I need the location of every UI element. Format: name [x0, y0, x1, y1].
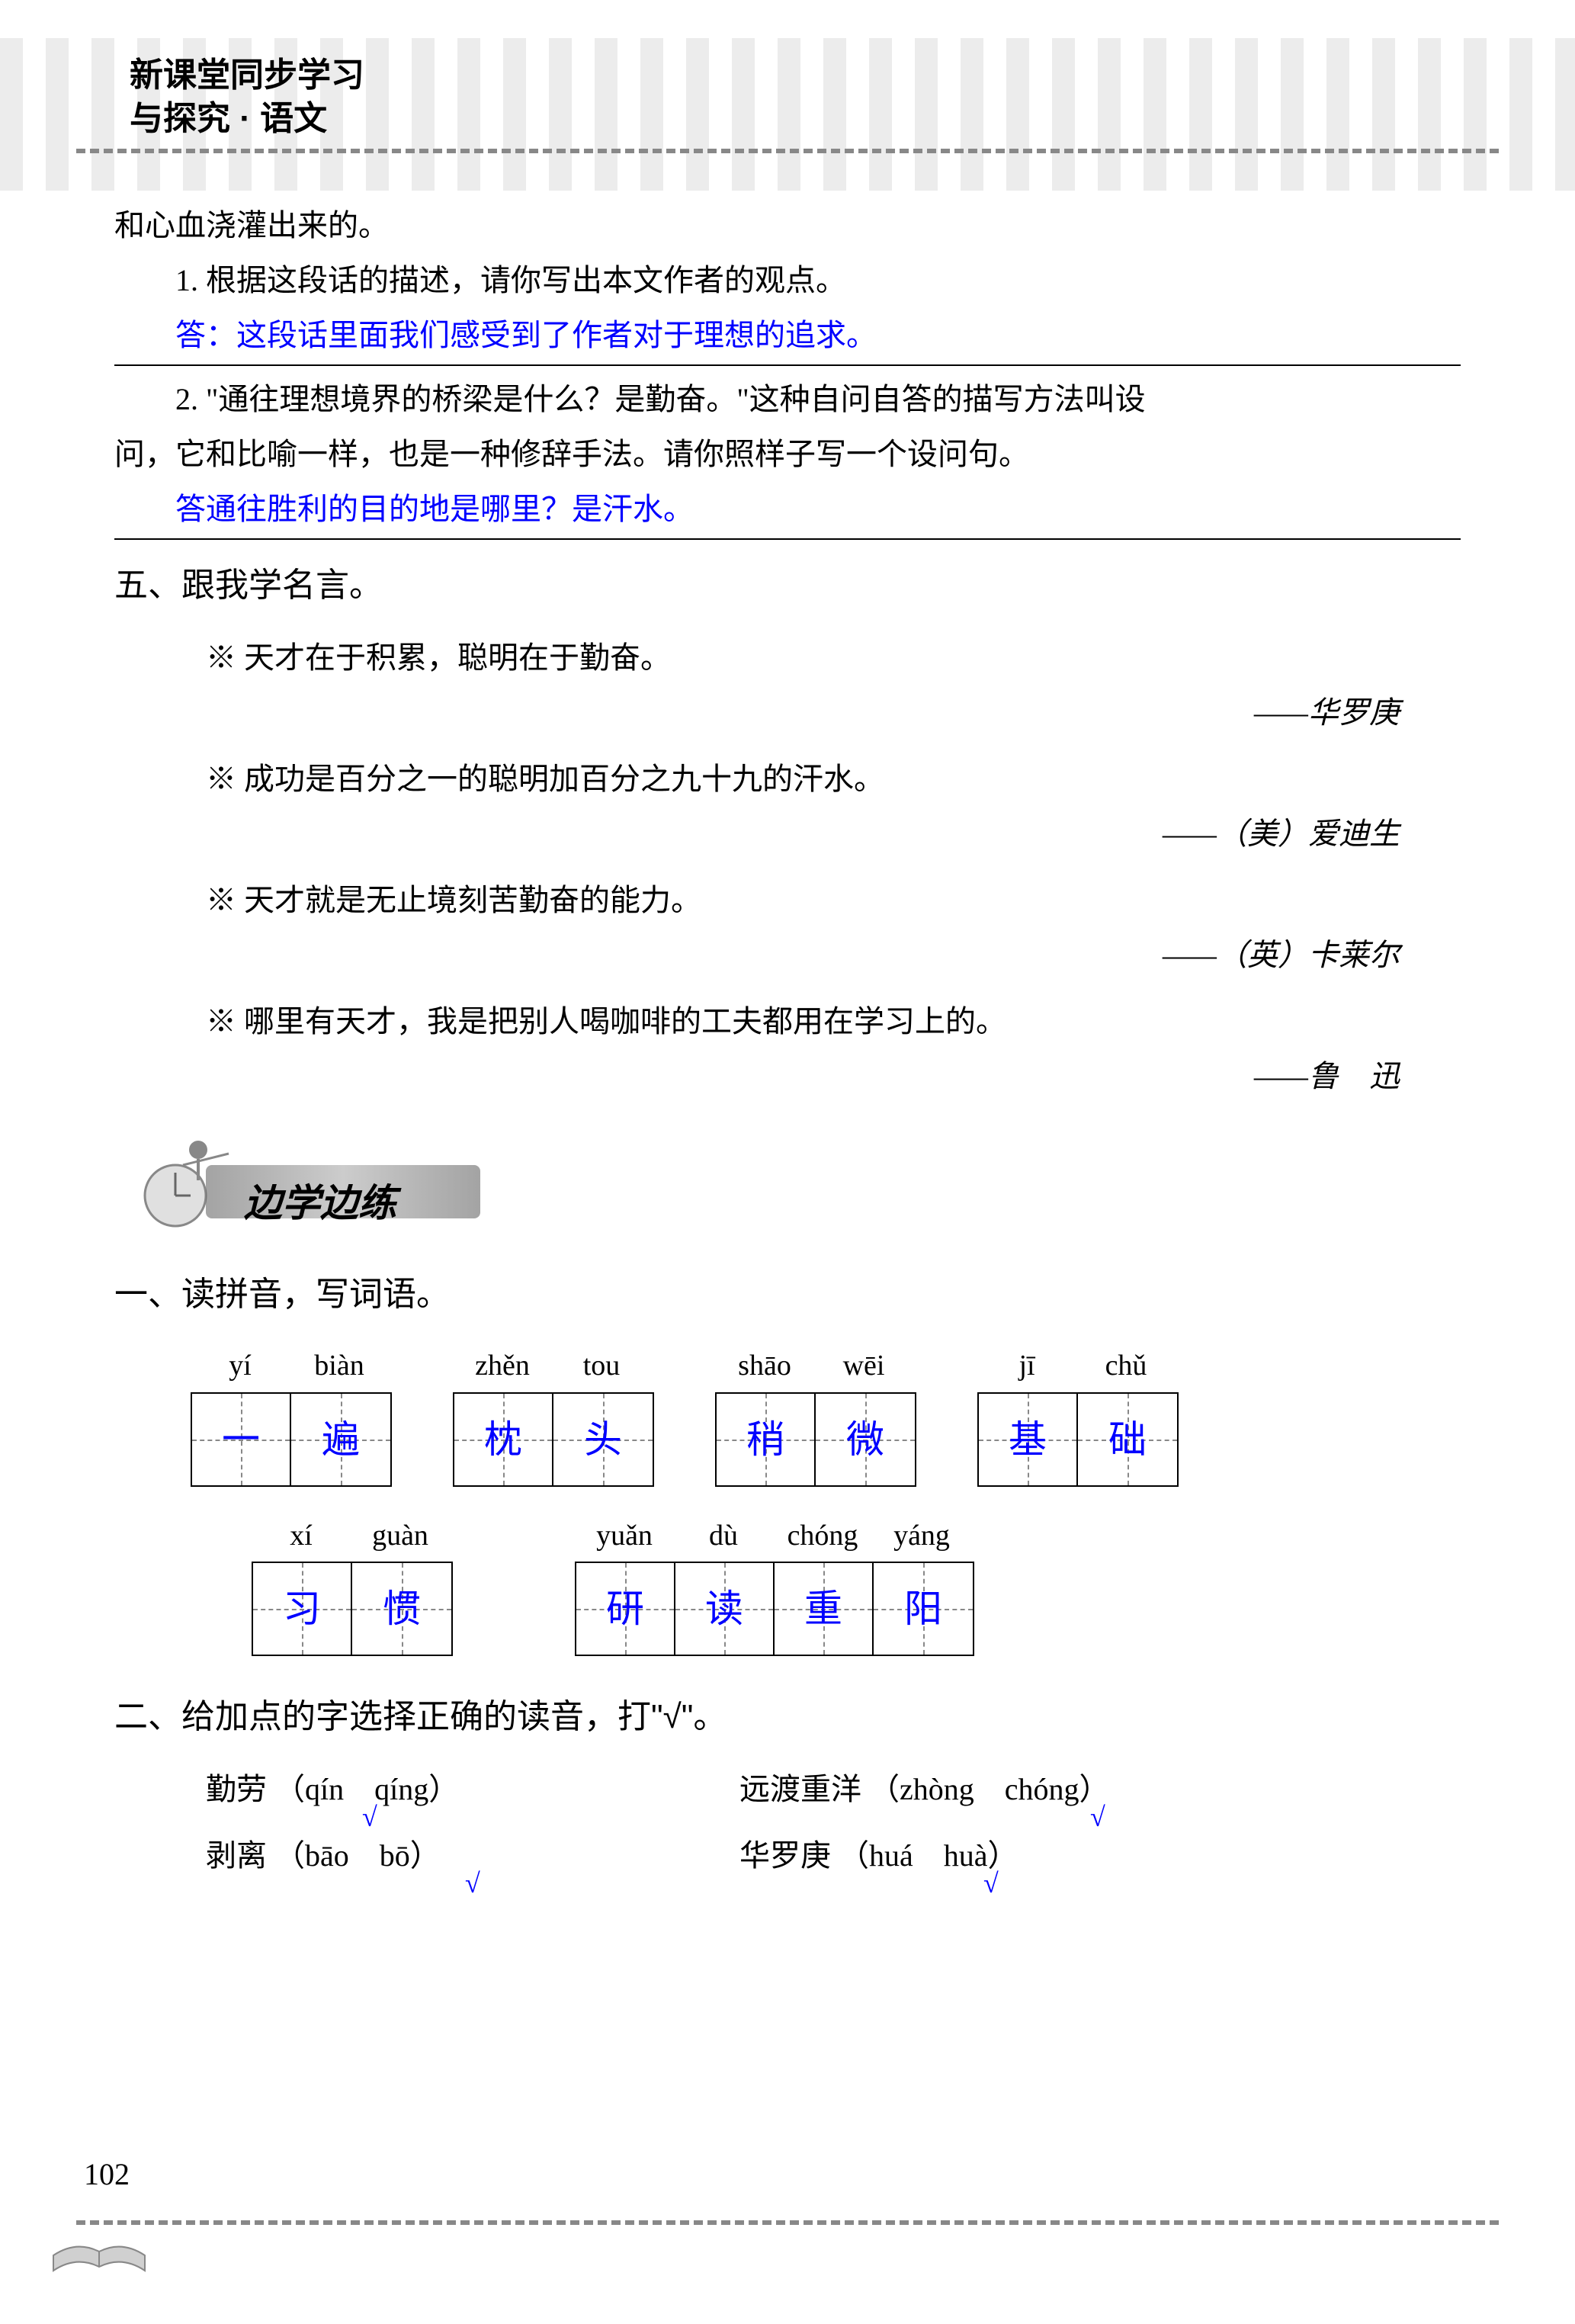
- pinyin: xí: [252, 1510, 351, 1562]
- q1-prompt: 1. 根据这段话的描述，请你写出本文作者的观点。: [114, 253, 1461, 308]
- pinyin: guàn: [351, 1510, 450, 1562]
- char-box: 稍: [717, 1394, 816, 1485]
- quote-3-author: ——鲁 迅: [114, 1049, 1400, 1104]
- pinyin: jī: [977, 1340, 1076, 1392]
- page-number: 102: [84, 2147, 130, 2202]
- char-box: 读: [675, 1563, 775, 1655]
- pinyin: zhěn: [453, 1340, 552, 1392]
- ex2-word: 远渡重洋: [739, 1772, 861, 1806]
- pinyin-group-2: shāo wēi 稍 微: [715, 1340, 916, 1486]
- check-icon: √: [983, 1859, 999, 1908]
- char-box: 惯: [352, 1563, 451, 1655]
- q1-answer: 答：这段话里面我们感受到了作者对于理想的追求。: [114, 308, 1461, 366]
- q2-prompt-l2: 问，它和比喻一样，也是一种修辞手法。请你照样子写一个设问句。: [114, 427, 1461, 482]
- ex2-row-2: 剥离 （bāo bō） √ 华罗庚 （huá huà） √: [206, 1828, 1461, 1883]
- pinyin: biàn: [290, 1340, 389, 1392]
- section5-heading: 五、跟我学名言。: [114, 555, 1461, 615]
- pinyin: shāo: [715, 1340, 814, 1392]
- header-line2: 与探究 · 语文: [130, 97, 364, 140]
- pinyin: yáng: [872, 1510, 971, 1562]
- quote-2-text: ※ 天才就是无止境刻苦勤奋的能力。: [206, 873, 1461, 928]
- pinyin-group-0: yí biàn 一 遍: [191, 1340, 392, 1486]
- char-box: 础: [1078, 1394, 1177, 1485]
- ex2-opts: （bāo bō）: [274, 1838, 441, 1873]
- ex2-item-0: 勤劳 （qín qíng） √: [206, 1762, 739, 1817]
- pinyin-row-1: yí biàn 一 遍 zhěn tou 枕 头: [191, 1340, 1461, 1486]
- pinyin: chǔ: [1076, 1340, 1176, 1392]
- char-box: 重: [775, 1563, 874, 1655]
- char-box: 一: [192, 1394, 291, 1485]
- divider-top: [76, 149, 1499, 153]
- q2-answer: 答通往胜利的目的地是哪里？是汗水。: [114, 482, 1461, 540]
- quote-1-text: ※ 成功是百分之一的聪明加百分之九十九的汗水。: [206, 752, 1461, 807]
- pinyin-row-2: xí guàn 习 惯 yuǎn dù chóng yáng 研 读: [252, 1510, 1461, 1656]
- header-title: 新课堂同步学习 与探究 · 语文: [130, 53, 364, 140]
- divider-bottom: [76, 2220, 1499, 2225]
- quote-3-text: ※ 哪里有天才，我是把别人喝咖啡的工夫都用在学习上的。: [206, 994, 1461, 1049]
- char-box: 头: [553, 1394, 653, 1485]
- char-box: 研: [576, 1563, 675, 1655]
- char-box: 遍: [291, 1394, 390, 1485]
- banner-text: 边学边练: [244, 1169, 396, 1237]
- pinyin: chóng: [773, 1510, 872, 1562]
- book-corner-icon: [46, 2210, 152, 2286]
- quote-2-author: ——（英）卡莱尔: [114, 928, 1400, 983]
- quote-1-author: ——（美）爱迪生: [114, 807, 1400, 862]
- ex1-heading: 一、读拼音，写词语。: [114, 1264, 1461, 1324]
- pinyin-group-3: jī chǔ 基 础: [977, 1340, 1179, 1486]
- char-box: 习: [253, 1563, 352, 1655]
- ex2-opts: （zhòng chóng）: [869, 1772, 1110, 1806]
- continuation-text: 和心血浇灌出来的。: [114, 198, 1461, 253]
- ex2-word: 华罗庚: [739, 1838, 831, 1873]
- pinyin: yí: [191, 1340, 290, 1392]
- char-box: 阳: [874, 1563, 973, 1655]
- pinyin: yuǎn: [575, 1510, 674, 1562]
- char-box: 基: [979, 1394, 1078, 1485]
- pinyin: dù: [674, 1510, 773, 1562]
- pinyin: tou: [552, 1340, 651, 1392]
- header-line1: 新课堂同步学习: [130, 53, 364, 97]
- section-banner: 边学边练: [130, 1127, 1461, 1234]
- exercise-1: 一、读拼音，写词语。 yí biàn 一 遍 zhěn tou 枕: [114, 1264, 1461, 1656]
- pinyin-group-5: yuǎn dù chóng yáng 研 读 重 阳: [575, 1510, 974, 1656]
- ex2-item-1: 远渡重洋 （zhòng chóng） √: [739, 1762, 1273, 1817]
- q2-prompt-l1: 2. "通往理想境界的桥梁是什么？是勤奋。"这种自问自答的描写方法叫设: [114, 372, 1461, 427]
- ex2-item-3: 华罗庚 （huá huà） √: [739, 1828, 1273, 1883]
- ex2-item-2: 剥离 （bāo bō） √: [206, 1828, 739, 1883]
- quote-0-text: ※ 天才在于积累，聪明在于勤奋。: [206, 631, 1461, 685]
- ex2-heading: 二、给加点的字选择正确的读音，打"√"。: [114, 1687, 1461, 1747]
- page-content: 和心血浇灌出来的。 1. 根据这段话的描述，请你写出本文作者的观点。 答：这段话…: [114, 198, 1461, 1883]
- pinyin-group-4: xí guàn 习 惯: [252, 1510, 453, 1656]
- ex2-word: 勤劳: [206, 1772, 267, 1806]
- pinyin-group-1: zhěn tou 枕 头: [453, 1340, 654, 1486]
- ex2-word: 剥离: [206, 1838, 267, 1873]
- ex2-row-1: 勤劳 （qín qíng） √ 远渡重洋 （zhòng chóng） √: [206, 1762, 1461, 1817]
- char-box: 枕: [454, 1394, 553, 1485]
- check-icon: √: [465, 1859, 480, 1908]
- char-box: 微: [816, 1394, 915, 1485]
- quote-0-author: ——华罗庚: [114, 685, 1400, 740]
- pinyin: wēi: [814, 1340, 913, 1392]
